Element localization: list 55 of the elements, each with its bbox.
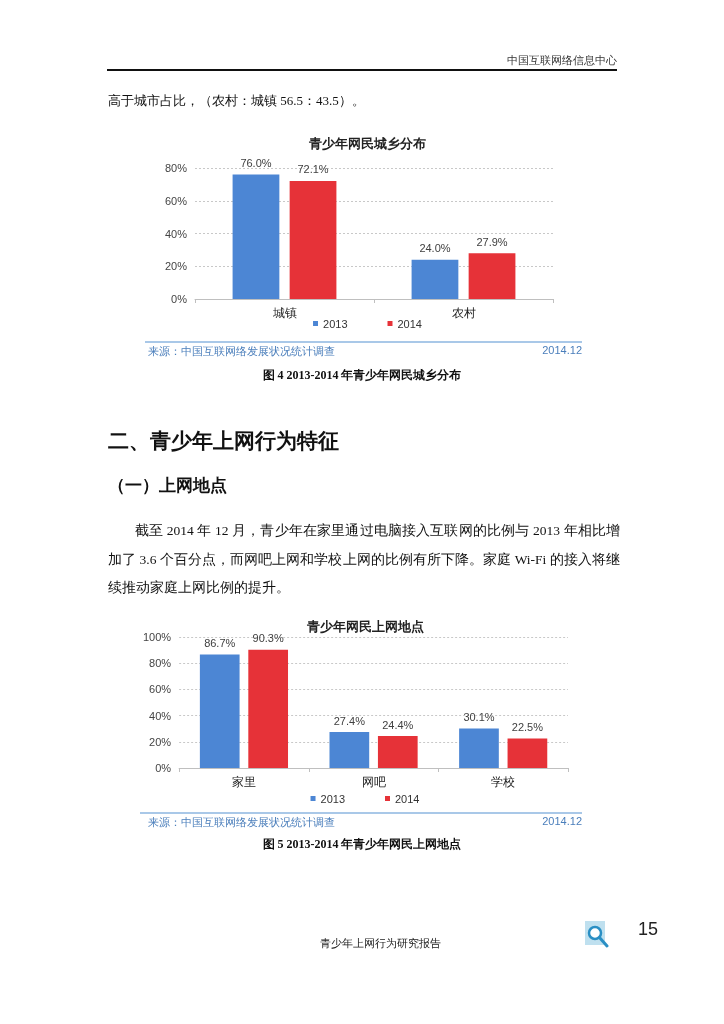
x-tick-label: 学校: [491, 775, 516, 789]
data-label: 24.4%: [382, 718, 414, 731]
x-tick-label: 农村: [451, 306, 476, 320]
data-label: 24.0%: [419, 242, 451, 255]
y-tick-label: 40%: [149, 709, 172, 722]
y-tick-label: 100%: [142, 631, 172, 643]
y-tick-label: 40%: [164, 227, 188, 240]
y-tick-label: 60%: [164, 194, 188, 207]
data-label: 90.3%: [252, 632, 284, 645]
text: 2014.12: [542, 815, 582, 827]
text: 高于城市占比，（农村：城镇 56.5：43.5）。: [108, 92, 365, 110]
y-tick-label: 0%: [155, 762, 172, 774]
data-label: 76.0%: [240, 157, 272, 170]
bar: [232, 174, 280, 299]
y-tick-label: 60%: [149, 683, 172, 696]
x-tick-label: 家里: [231, 775, 256, 789]
data-label: 72.1%: [297, 163, 329, 176]
text: 15: [638, 919, 659, 940]
bar: [199, 654, 240, 768]
data-label: 22.5%: [511, 721, 544, 734]
legend-label: 2013: [323, 317, 348, 330]
source-note: 来源：中国互联网络发展状况统计调查: [148, 815, 335, 830]
text: 截至 2014 年 12 月，青少年在家里通过电脑接入互联网的比例与 2013 年相比增加了 3.6 个百分点，而网吧上网和学校上网的比例有所下降。家庭 Wi-Fi 的接入将继续推动家庭上网比例的提升。: [108, 522, 620, 597]
text: （一）上网地点: [108, 475, 227, 497]
bar: [468, 253, 516, 299]
text: 2014.12: [542, 344, 582, 356]
bar: [289, 180, 337, 299]
bar: [329, 732, 370, 768]
y-tick-label: 0%: [171, 293, 188, 305]
y-tick-label: 20%: [149, 735, 172, 748]
text: 二、青少年上网行为特征: [108, 428, 339, 454]
bar: [459, 728, 499, 768]
x-tick-label: 网吧: [361, 775, 386, 789]
data-label: 86.7%: [204, 636, 236, 649]
chart-title: 青少年网民城乡分布: [308, 136, 426, 151]
caption: 图 4 2013-2014 年青少年网民城乡分布: [261, 367, 463, 384]
data-label: 30.1%: [463, 711, 495, 724]
legend-label: 2013: [320, 792, 346, 805]
text: 青少年上网行为研究报告: [318, 936, 442, 951]
chart-title: 青少年网民上网地点: [305, 619, 424, 634]
legend-label: 2014: [395, 792, 420, 805]
caption: 图 5 2013-2014 年青少年网民上网地点: [261, 836, 463, 853]
bar: [411, 259, 459, 299]
legend-label: 2014: [397, 317, 422, 330]
y-tick-label: 80%: [164, 162, 188, 174]
bar: [248, 649, 289, 768]
y-tick-label: 20%: [164, 260, 188, 273]
data-label: 27.9%: [476, 235, 508, 248]
x-tick-label: 城镇: [271, 306, 297, 320]
y-tick-label: 80%: [149, 657, 172, 670]
text: 中国互联网络信息中心: [507, 53, 617, 68]
bar: [507, 738, 548, 768]
source-note: 来源：中国互联网络发展状况统计调查: [148, 344, 335, 359]
bar: [377, 736, 418, 768]
data-label: 27.4%: [333, 714, 366, 727]
